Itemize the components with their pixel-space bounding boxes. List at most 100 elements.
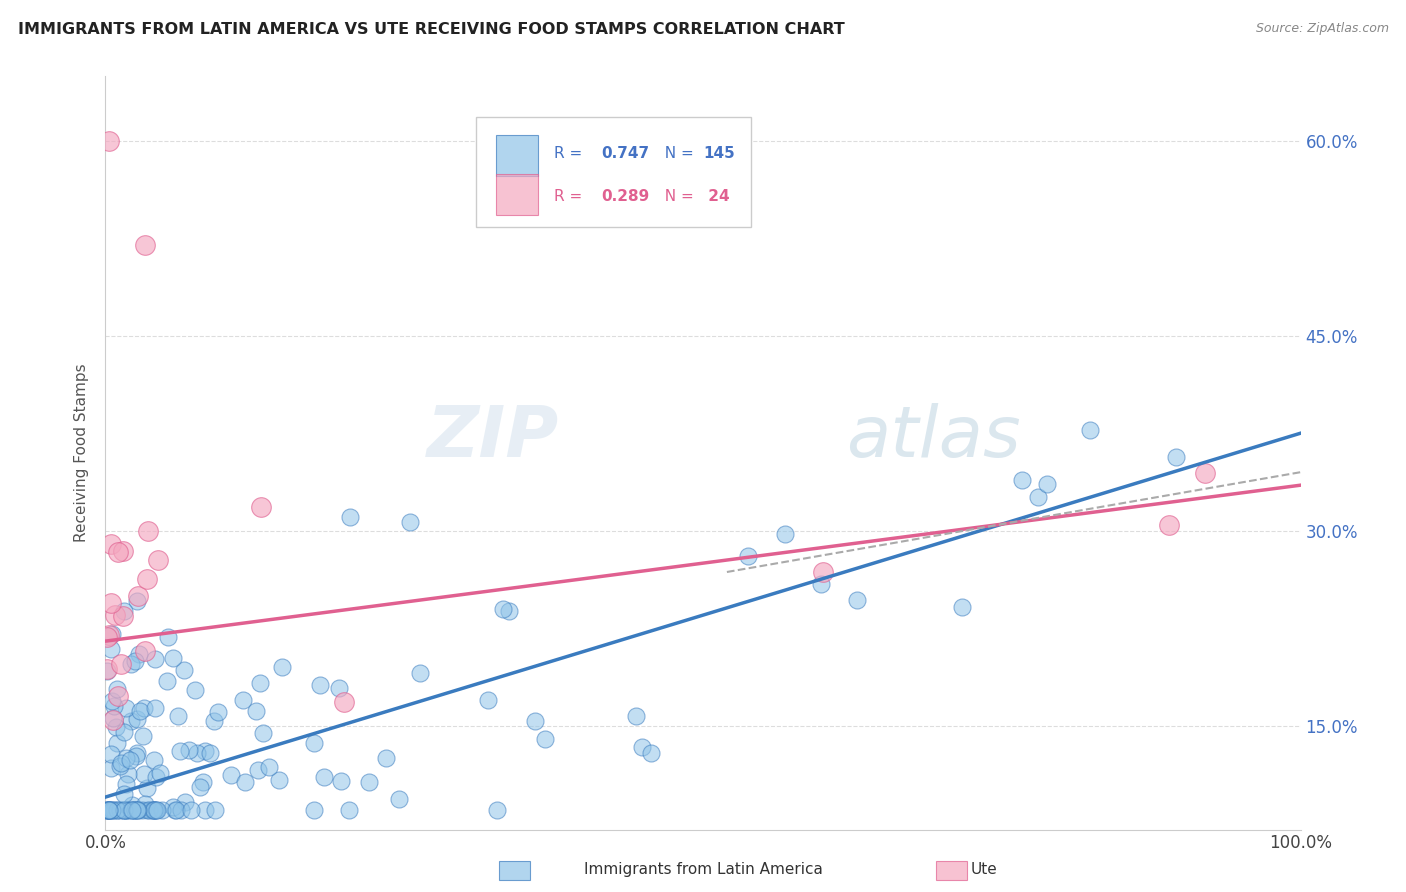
Point: [173, 795, 195, 809]
Text: 0.747: 0.747: [602, 146, 650, 161]
Point: [245, 704, 267, 718]
Point: [115, 751, 138, 765]
Text: IMMIGRANTS FROM LATIN AMERICA VS UTE RECEIVING FOOD STAMPS CORRELATION CHART: IMMIGRANTS FROM LATIN AMERICA VS UTE REC…: [18, 22, 845, 37]
Point: [186, 746, 208, 760]
Text: Source: ZipAtlas.com: Source: ZipAtlas.com: [1256, 22, 1389, 36]
Point: [117, 767, 139, 781]
Point: [127, 803, 149, 817]
Point: [184, 682, 207, 697]
Point: [103, 698, 125, 713]
Point: [1026, 490, 1049, 504]
Point: [110, 756, 132, 770]
Point: [112, 803, 135, 817]
Point: [156, 673, 179, 688]
Point: [194, 803, 217, 817]
Point: [142, 803, 165, 817]
Point: [204, 803, 226, 817]
Point: [108, 759, 131, 773]
Point: [98, 134, 121, 148]
Point: [105, 803, 128, 817]
Point: [302, 803, 325, 817]
Point: [125, 803, 148, 817]
Point: [810, 577, 832, 591]
Point: [252, 726, 274, 740]
Point: [132, 730, 155, 744]
Point: [146, 803, 169, 817]
Point: [134, 700, 156, 714]
Point: [173, 664, 195, 678]
Point: [108, 803, 131, 817]
Point: [170, 803, 193, 817]
Text: Ute: Ute: [970, 863, 998, 877]
Text: 24: 24: [703, 189, 730, 204]
Point: [136, 524, 159, 538]
Point: [207, 705, 229, 719]
Point: [110, 657, 132, 672]
Point: [624, 708, 647, 723]
Point: [127, 589, 149, 603]
Point: [100, 803, 122, 817]
Point: [194, 744, 217, 758]
Point: [117, 803, 139, 817]
Point: [191, 774, 214, 789]
Bar: [496, 135, 538, 176]
Point: [105, 682, 128, 697]
Point: [247, 764, 270, 778]
Text: 145: 145: [703, 146, 735, 161]
Point: [134, 237, 156, 252]
Point: [125, 748, 148, 763]
Text: Immigrants from Latin America: Immigrants from Latin America: [583, 863, 823, 877]
Point: [1164, 450, 1187, 464]
Point: [100, 761, 122, 775]
Point: [120, 714, 142, 728]
Point: [492, 602, 515, 616]
Point: [98, 627, 121, 641]
Point: [96, 803, 118, 817]
Point: [114, 701, 136, 715]
Point: [374, 750, 396, 764]
Point: [162, 651, 184, 665]
Point: [142, 803, 165, 817]
Point: [121, 803, 143, 817]
Point: [357, 774, 380, 789]
Text: N =: N =: [655, 189, 699, 204]
Point: [101, 694, 124, 708]
Point: [120, 803, 142, 817]
Point: [267, 772, 290, 787]
Text: N =: N =: [655, 146, 699, 161]
Point: [96, 662, 118, 676]
Point: [1194, 466, 1216, 480]
Point: [100, 747, 122, 762]
Point: [200, 746, 222, 760]
Text: ZIP: ZIP: [427, 403, 560, 472]
Point: [143, 803, 166, 817]
Point: [101, 711, 124, 725]
Point: [162, 799, 184, 814]
Point: [1078, 423, 1101, 437]
Point: [107, 545, 129, 559]
Point: [114, 777, 136, 791]
Point: [128, 648, 150, 662]
Point: [1159, 517, 1181, 532]
Point: [97, 803, 120, 817]
Point: [388, 791, 411, 805]
Point: [845, 593, 868, 607]
Point: [138, 803, 160, 817]
Point: [302, 736, 325, 750]
Point: [188, 780, 211, 794]
Point: [127, 593, 149, 607]
Point: [135, 803, 157, 817]
Point: [101, 627, 124, 641]
Point: [105, 803, 128, 817]
Point: [233, 774, 256, 789]
Point: [131, 803, 153, 817]
Point: [135, 573, 157, 587]
Point: [101, 713, 124, 727]
Point: [146, 553, 169, 567]
Point: [127, 712, 149, 726]
Point: [107, 689, 129, 703]
Point: [1036, 477, 1059, 491]
Point: [328, 681, 350, 696]
Point: [409, 666, 432, 681]
Point: [112, 604, 135, 618]
